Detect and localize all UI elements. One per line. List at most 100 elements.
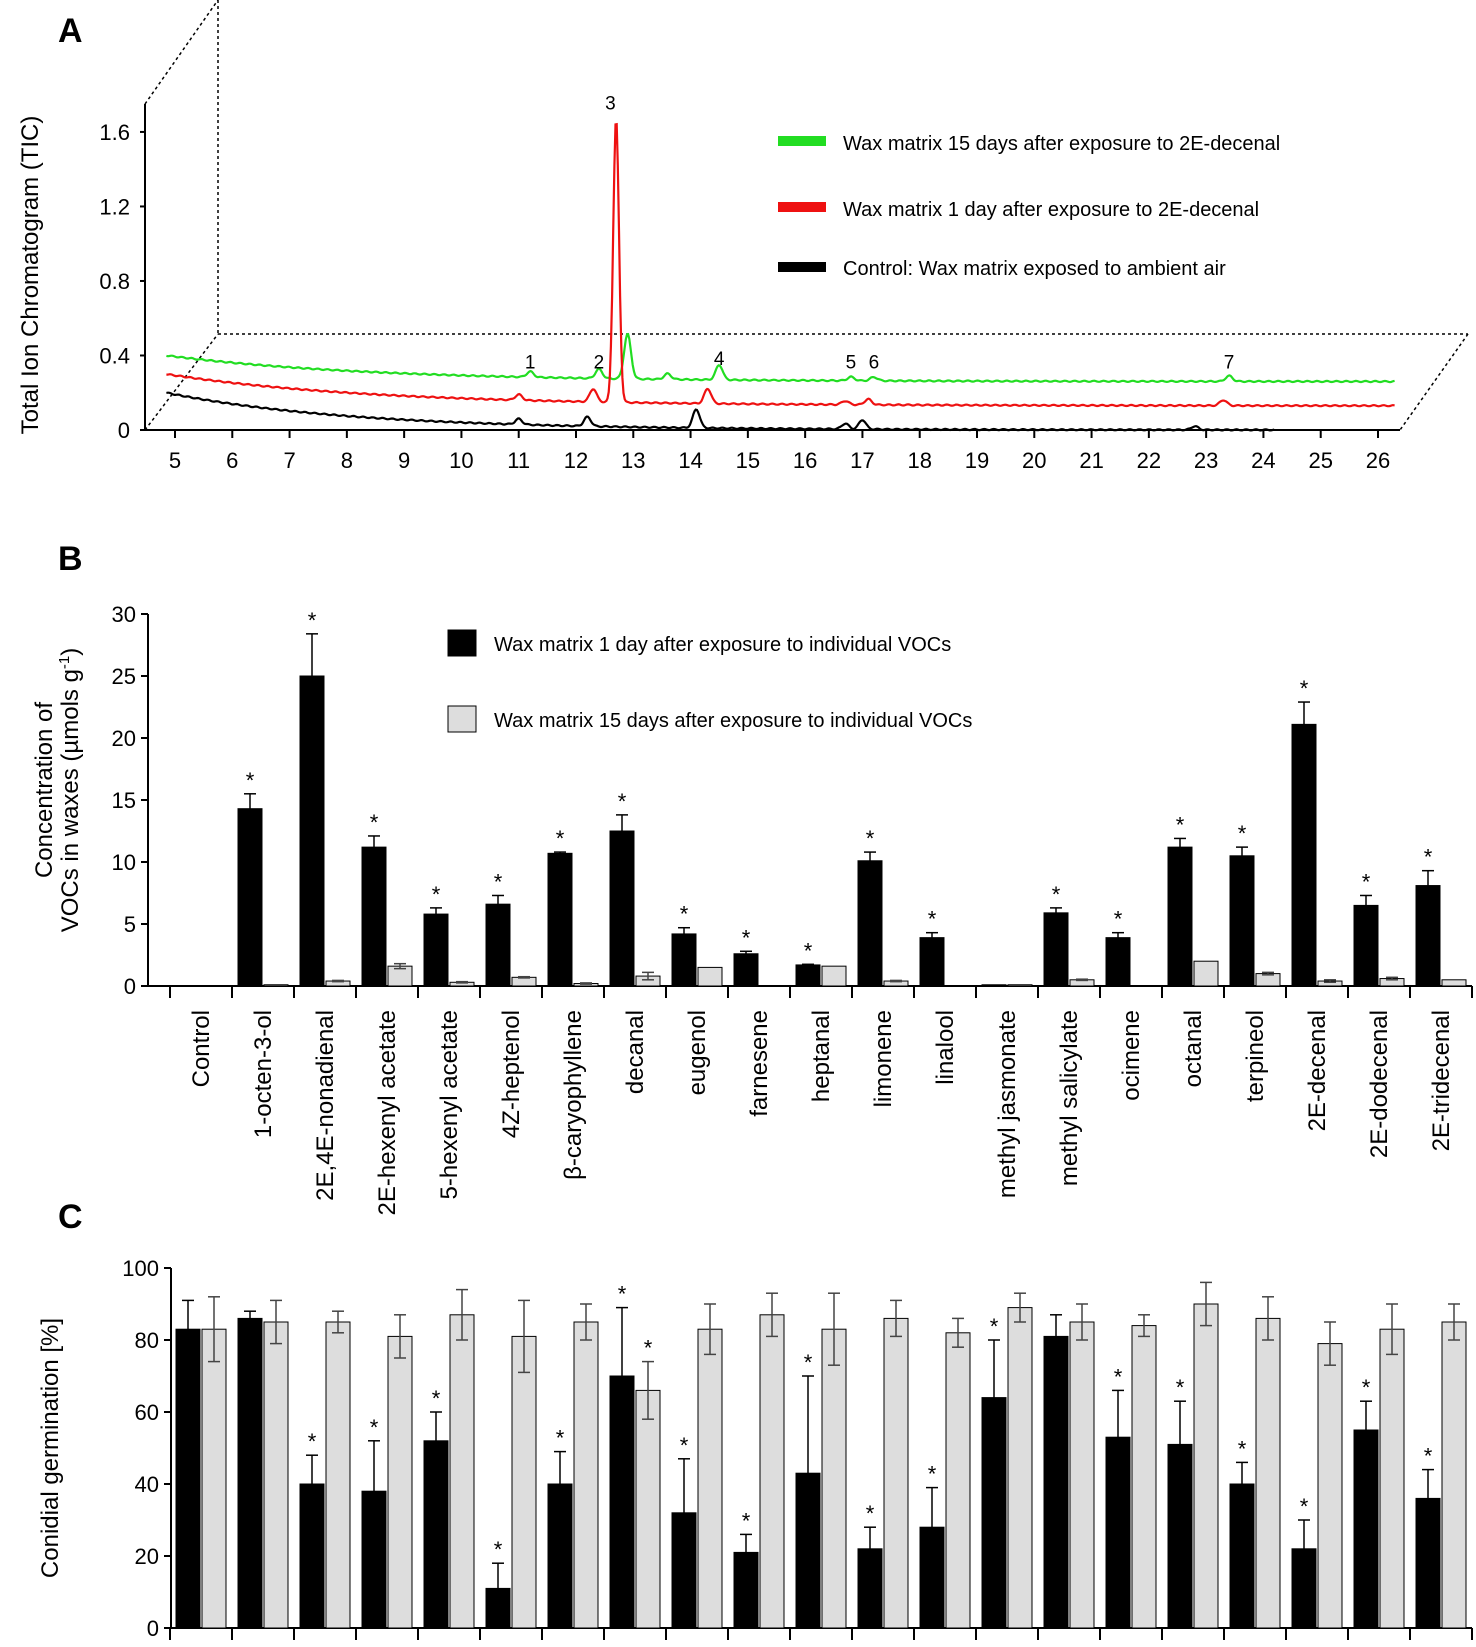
category-label: heptanal: [808, 1010, 835, 1102]
a-x-tick-label: 5: [169, 448, 181, 473]
germination-panel: Conidial germination [%] 0 20 40 60 80 100 * *…: [37, 1256, 1473, 1641]
significance-star: *: [1424, 845, 1433, 870]
bar-15-days: [263, 1321, 289, 1629]
y-tick-label: 0: [124, 974, 136, 999]
panel-b-y-label-main: VOCs in waxes (µmols g: [57, 669, 84, 932]
y-tick-label: 40: [135, 1472, 159, 1497]
bar-1-day: [237, 808, 263, 987]
significance-star: *: [742, 1508, 751, 1533]
bar-15-days: [697, 1328, 723, 1629]
category-label: 5-hexenyl acetate: [436, 1010, 463, 1199]
significance-star: *: [370, 1415, 379, 1440]
y-tick-label: 25: [112, 664, 136, 689]
category-label: methyl jasmonate: [994, 1010, 1021, 1198]
bar-15-days: [449, 1314, 475, 1629]
significance-star: *: [990, 1314, 999, 1339]
significance-star: *: [680, 1433, 689, 1458]
a-peak-label: 1: [525, 353, 536, 374]
category-label: terpineol: [1242, 1010, 1269, 1102]
panel-a-legend: Wax matrix 15 days after exposure to 2E-…: [778, 133, 1280, 280]
significance-star: *: [866, 826, 875, 851]
a-x-tick-label: 24: [1251, 448, 1275, 473]
panel-letter-a: A: [58, 12, 83, 50]
bar-1-day: [1043, 912, 1069, 987]
y-tick-label: 5: [124, 912, 136, 937]
bar-15-days: [1007, 984, 1033, 987]
bar-1-day: [733, 953, 759, 987]
bar-15-days: [1007, 1307, 1033, 1629]
a-x-tick-label: 15: [736, 448, 760, 473]
panel-b-y-label-sup: -1: [56, 656, 73, 669]
category-label: methyl salicylate: [1056, 1010, 1083, 1186]
panel-b-y-label-line1: Concentration of: [31, 702, 58, 878]
significance-star: *: [680, 902, 689, 927]
bar-15-days: [945, 1332, 971, 1629]
significance-star: *: [1176, 812, 1185, 837]
bar-15-days: [883, 1317, 909, 1629]
y-tick-label: 20: [135, 1544, 159, 1569]
bar-1-day: [919, 937, 945, 987]
significance-star: *: [1300, 1494, 1309, 1519]
bar-15-days: [1069, 1321, 1095, 1629]
concentration-panel: Concentration of VOCs in waxes (µmols g-…: [31, 602, 1473, 1215]
a-x-tick-label: 23: [1194, 448, 1218, 473]
bar-1-day: [1043, 1335, 1069, 1629]
significance-star: *: [1300, 676, 1309, 701]
category-label: ocimene: [1118, 1010, 1145, 1101]
legend-swatch-red: [778, 202, 826, 212]
significance-star: *: [370, 810, 379, 835]
bar-1-day: [1167, 846, 1193, 987]
significance-star: *: [804, 938, 813, 963]
a-x-tick-label: 25: [1308, 448, 1332, 473]
significance-star: *: [804, 1350, 813, 1375]
significance-star: *: [1238, 1436, 1247, 1461]
a-x-tick-label: 20: [1022, 448, 1046, 473]
bar-1-day: [423, 1440, 449, 1629]
a-x-tick-label: 22: [1137, 448, 1161, 473]
bar-1-day: [1291, 723, 1317, 987]
legend-swatch-black: [778, 262, 826, 272]
y-tick-label: 30: [112, 602, 136, 627]
category-label: 2E-hexenyl acetate: [374, 1010, 401, 1215]
bar-15-days: [821, 1328, 847, 1629]
y-tick-label: 20: [112, 726, 136, 751]
legend-label-15-days: Wax matrix 15 days after exposure to 2E-…: [843, 133, 1280, 155]
significance-star: *: [556, 826, 565, 851]
significance-star: *: [1052, 882, 1061, 907]
significance-star: *: [1114, 907, 1123, 932]
bar-15-days: [1317, 1343, 1343, 1629]
significance-star: *: [494, 869, 503, 894]
a-x-tick-label: 6: [226, 448, 238, 473]
significance-star: *: [246, 768, 255, 793]
significance-star: *: [1114, 1364, 1123, 1389]
bar-15-days: [821, 965, 847, 987]
significance-star: *: [742, 925, 751, 950]
panel-letter-b: B: [58, 540, 83, 578]
a-x-tick-label: 13: [621, 448, 645, 473]
legend-swatch-1-day: [447, 629, 477, 657]
a-y-tick-label: 1.6: [99, 120, 130, 145]
a-x-tick-label: 18: [907, 448, 931, 473]
a-x-tick-label: 21: [1079, 448, 1103, 473]
bar-1-day: [795, 964, 821, 987]
a-x-tick-label: 7: [283, 448, 295, 473]
category-label: Control: [188, 1010, 215, 1087]
panel-b-y-label-end: ): [57, 648, 84, 656]
bar-15-days: [511, 1335, 537, 1629]
category-label: linalool: [932, 1010, 959, 1085]
a-x-tick-label: 26: [1366, 448, 1390, 473]
significance-star: *: [866, 1501, 875, 1526]
bar-15-days: [201, 1328, 227, 1629]
panel-c-y-label: Conidial germination [%]: [37, 1318, 64, 1578]
a-y-tick-label: 0.4: [99, 343, 130, 368]
panel-a-y-label: Total Ion Chromatogram (TIC): [17, 116, 44, 435]
a-x-tick-label: 16: [793, 448, 817, 473]
bar-15-days: [1379, 1328, 1405, 1629]
a-peak-label: 6: [869, 353, 880, 374]
y-tick-label: 100: [122, 1256, 159, 1281]
panel-b-y-label-line2: VOCs in waxes (µmols g-1): [56, 648, 84, 933]
bar-15-days: [1131, 1325, 1157, 1629]
significance-star: *: [618, 789, 627, 814]
significance-star: *: [432, 1386, 441, 1411]
